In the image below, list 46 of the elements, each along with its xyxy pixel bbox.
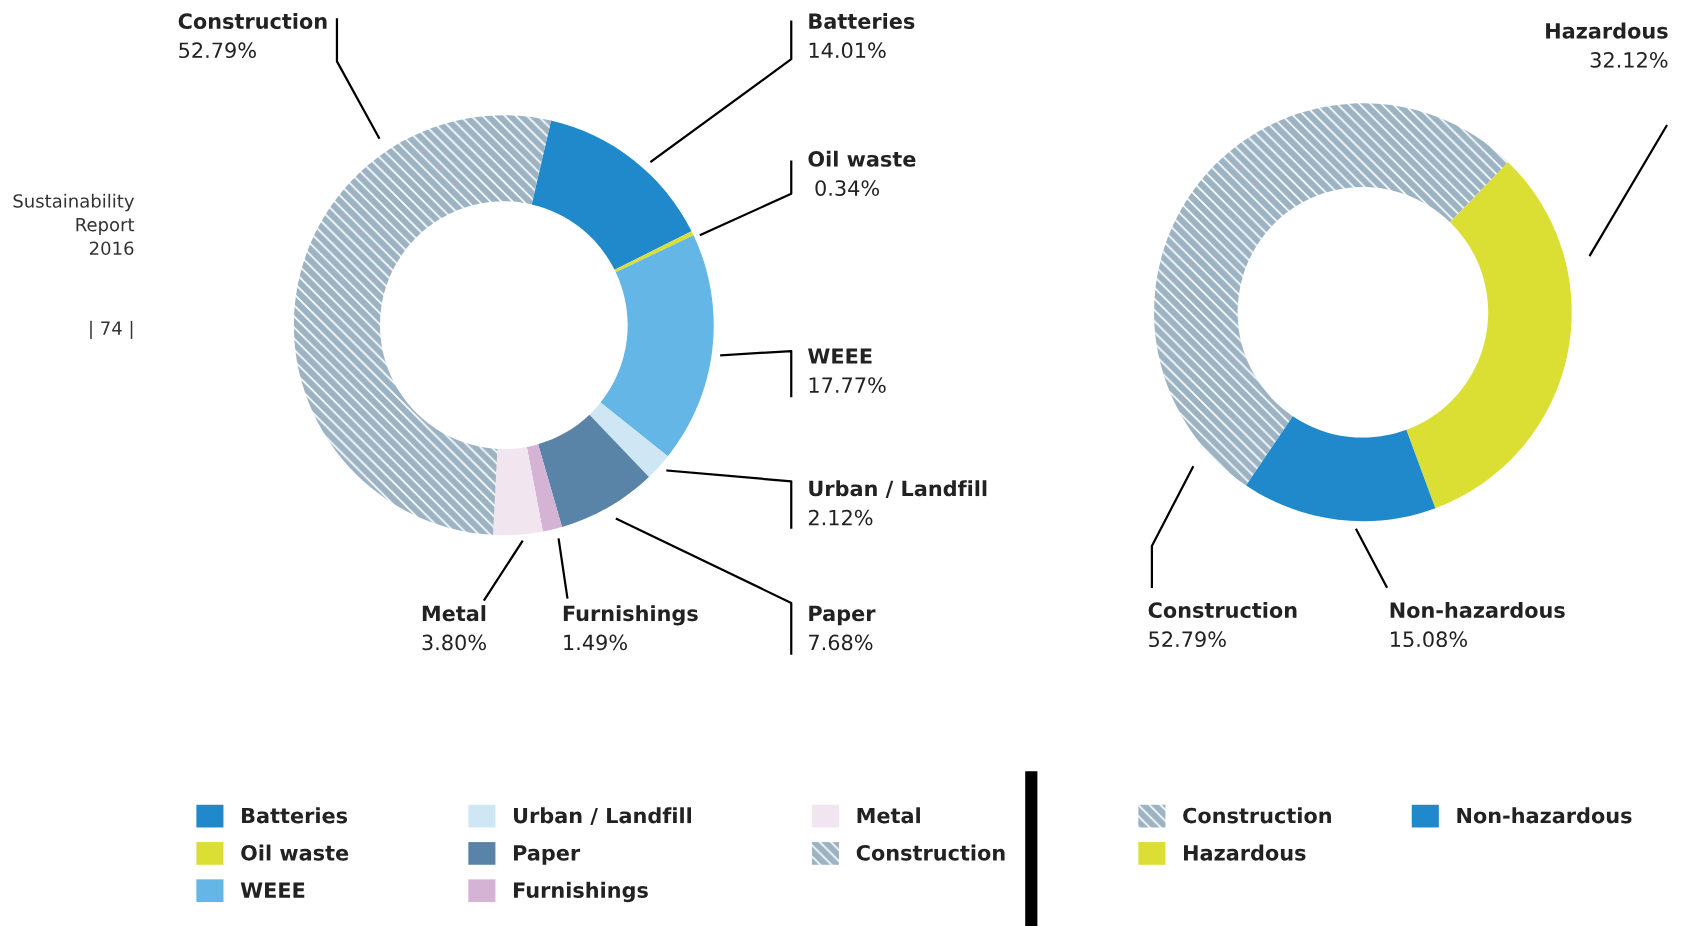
slice-label: Paper xyxy=(809,605,876,626)
data-label: 14.01% xyxy=(809,42,886,59)
legend-label: Non-hazardous xyxy=(1457,807,1632,824)
donut-slice xyxy=(589,402,668,477)
legend-label: Paper xyxy=(514,845,581,865)
data-label: 2.12% xyxy=(808,509,873,526)
donut-slice xyxy=(293,115,552,535)
legend-label: Oil waste xyxy=(241,844,349,861)
donut-slice xyxy=(1154,103,1509,486)
slice-label: WEEE xyxy=(808,348,872,364)
donut-slice xyxy=(614,231,694,273)
donut-slice xyxy=(1246,416,1436,522)
slice-label: Furnishings xyxy=(563,605,698,626)
donut-slice xyxy=(538,414,649,527)
data-label: 52.79% xyxy=(1149,631,1226,648)
donut-slice xyxy=(531,120,692,270)
slice-label: Non-hazardous xyxy=(1390,601,1565,619)
donut-slice xyxy=(600,235,714,457)
category-label: Hazardous xyxy=(1184,844,1306,861)
legend-label: Metal xyxy=(857,807,920,824)
slice-label: Oil waste xyxy=(808,150,916,167)
donut-slice xyxy=(1406,162,1572,509)
legend-label: Furnishings xyxy=(514,881,648,903)
donut-slice xyxy=(492,446,543,536)
legend-label: Batteries xyxy=(242,807,348,824)
data-label: 15.08% xyxy=(1391,631,1468,648)
slice-label: Construction xyxy=(1148,601,1297,619)
text: Sustainability Report 2016 xyxy=(13,193,135,256)
data-label: 7.68% xyxy=(809,634,873,651)
data-label: 0.34% xyxy=(815,180,880,196)
data-label: 1.49% xyxy=(564,634,627,651)
donut-slice xyxy=(526,444,562,532)
data-label: 3.80% xyxy=(422,634,486,651)
slice-label: Batteries xyxy=(809,12,915,30)
legend-label: Construction xyxy=(856,844,1005,861)
slice-label: Construction xyxy=(178,12,327,30)
legend-label: WEEE xyxy=(240,882,305,898)
text: | 74 | xyxy=(90,320,133,339)
data-label: 17.77% xyxy=(809,377,886,393)
slice-label: Hazardous xyxy=(1546,22,1668,39)
legend-label: Urban / Landfill xyxy=(514,807,692,826)
slice-label: Metal xyxy=(422,605,486,622)
data-label: 32.12% xyxy=(1590,52,1668,68)
category-label: Construction xyxy=(1183,807,1331,824)
slice-label: Urban / Landfill xyxy=(809,480,987,498)
data-label: 52.79% xyxy=(179,42,256,59)
